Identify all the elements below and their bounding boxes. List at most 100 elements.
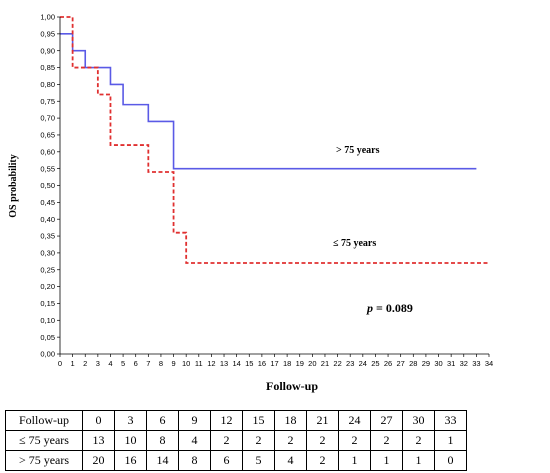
x-tick-label: 33 [472, 359, 480, 368]
x-axis-title: Follow-up [266, 379, 318, 393]
y-tick-label: 0,70 [40, 114, 55, 123]
risk-cell: 4 [274, 450, 307, 471]
x-tick-label: 22 [333, 359, 341, 368]
risk-cell: 2 [274, 430, 307, 451]
p-value-annotation: p = 0.089 [366, 301, 413, 315]
risk-cell: 18 [274, 410, 307, 431]
x-tick-label: 16 [258, 359, 266, 368]
x-tick-label: 5 [121, 359, 125, 368]
risk-cell: 27 [370, 410, 403, 431]
risk-row-label: > 75 years [5, 450, 83, 471]
x-tick-label: 26 [384, 359, 392, 368]
risk-cell: 1 [402, 450, 435, 471]
risk-cell: 1 [434, 430, 467, 451]
y-tick-label: 0,35 [40, 232, 55, 241]
km-chart: 0,00 0,05 0,10 0,15 0,20 0,25 0,30 0,35 0,40 0,45… [8, 13, 493, 393]
risk-cell: 6 [210, 450, 243, 471]
risk-cell: 16 [114, 450, 147, 471]
x-tick-label: 1 [71, 359, 75, 368]
risk-cell: 2 [306, 450, 339, 471]
risk-cell: 2 [338, 430, 371, 451]
x-tick-label: 14 [232, 359, 240, 368]
x-tick-label: 15 [245, 359, 253, 368]
x-tick-label: 28 [409, 359, 417, 368]
risk-cell: 2 [242, 430, 275, 451]
risk-cell: 2 [210, 430, 243, 451]
x-tick-label: 27 [397, 359, 405, 368]
x-tick-label: 17 [270, 359, 278, 368]
y-tick-label: 0,60 [40, 147, 55, 156]
risk-cell: 5 [242, 450, 275, 471]
x-tick-label: 3 [96, 359, 100, 368]
x-tick-label: 19 [296, 359, 304, 368]
risk-cell: 8 [178, 450, 211, 471]
x-tick-label: 29 [422, 359, 430, 368]
y-tick-label: 0,00 [40, 350, 55, 359]
x-tick-label: 23 [346, 359, 354, 368]
x-tick-label: 0 [58, 359, 62, 368]
y-tick-label: 0,10 [40, 316, 55, 325]
x-tick-label: 25 [371, 359, 379, 368]
risk-row-label: ≤ 75 years [5, 430, 83, 451]
x-tick-label: 20 [308, 359, 316, 368]
y-tick-label: 0,65 [40, 131, 55, 140]
x-tick-label: 8 [159, 359, 163, 368]
curve-under-75 [60, 16, 489, 264]
y-tick-label: 0,20 [40, 282, 55, 291]
x-tick-label: 2 [83, 359, 87, 368]
x-tick-label: 31 [447, 359, 455, 368]
risk-cell: 14 [146, 450, 179, 471]
y-tick-label: 0,75 [40, 97, 55, 106]
x-tick-label: 13 [220, 359, 228, 368]
x-tick-label: 32 [460, 359, 468, 368]
legend-label-over-75: > 75 years [336, 145, 380, 156]
risk-cell: 21 [306, 410, 339, 431]
risk-cell: 24 [338, 410, 371, 431]
risk-cell: 1 [370, 450, 403, 471]
risk-cell: 0 [434, 450, 467, 471]
x-tick-label: 12 [207, 359, 215, 368]
x-tick-label: 21 [321, 359, 329, 368]
risk-cell: 9 [178, 410, 211, 431]
x-tick-labels: 0 1 2 3 4 5 6 7 8 9 10 11 12 13 14 15 16 17 18 19 20 21 22 23 24… [58, 354, 493, 368]
x-tick-label: 9 [171, 359, 175, 368]
risk-cell: 2 [306, 430, 339, 451]
survival-curves [60, 16, 489, 264]
y-tick-label: 0,25 [40, 265, 55, 274]
risk-table-row: > 75 years 20 16 14 8 6 5 4 2 1 1 1 0 [5, 450, 467, 471]
risk-row-label: Follow-up [5, 410, 83, 431]
y-tick-label: 0,55 [40, 164, 55, 173]
y-axis-title: OS probability [8, 154, 19, 217]
risk-table-row: Follow-up 0 3 6 9 12 15 18 21 24 27 30 33 [5, 410, 467, 431]
curve-over-75 [60, 33, 477, 170]
risk-cell: 8 [146, 430, 179, 451]
x-tick-label: 11 [195, 359, 203, 368]
risk-cell: 10 [114, 430, 147, 451]
risk-cell: 6 [146, 410, 179, 431]
risk-cell: 13 [82, 430, 115, 451]
risk-cell: 15 [242, 410, 275, 431]
y-tick-label: 0,45 [40, 198, 55, 207]
legend-label-under-75: ≤ 75 years [333, 238, 376, 249]
x-tick-label: 4 [108, 359, 112, 368]
p-value-text: = 0.089 [373, 301, 413, 315]
p-value-symbol: p [366, 301, 373, 315]
risk-table-row: ≤ 75 years 13 10 8 4 2 2 2 2 2 2 2 1 [5, 430, 467, 451]
risk-cell: 2 [370, 430, 403, 451]
y-tick-label: 0,50 [40, 181, 55, 190]
y-tick-label: 0,15 [40, 299, 55, 308]
risk-cell: 30 [402, 410, 435, 431]
x-tick-label: 7 [146, 359, 150, 368]
y-tick-label: 0,95 [40, 29, 55, 38]
risk-cell: 4 [178, 430, 211, 451]
y-tick-label: 0,05 [40, 333, 55, 342]
risk-table: Follow-up 0 3 6 9 12 15 18 21 24 27 30 33 ≤ 75 years 1… [5, 410, 467, 471]
risk-cell: 20 [82, 450, 115, 471]
y-tick-label: 0,80 [40, 80, 55, 89]
x-tick-label: 6 [134, 359, 138, 368]
risk-cell: 3 [114, 410, 147, 431]
risk-cell: 33 [434, 410, 467, 431]
y-tick-label: 0,85 [40, 63, 55, 72]
risk-cell: 12 [210, 410, 243, 431]
risk-cell: 2 [402, 430, 435, 451]
